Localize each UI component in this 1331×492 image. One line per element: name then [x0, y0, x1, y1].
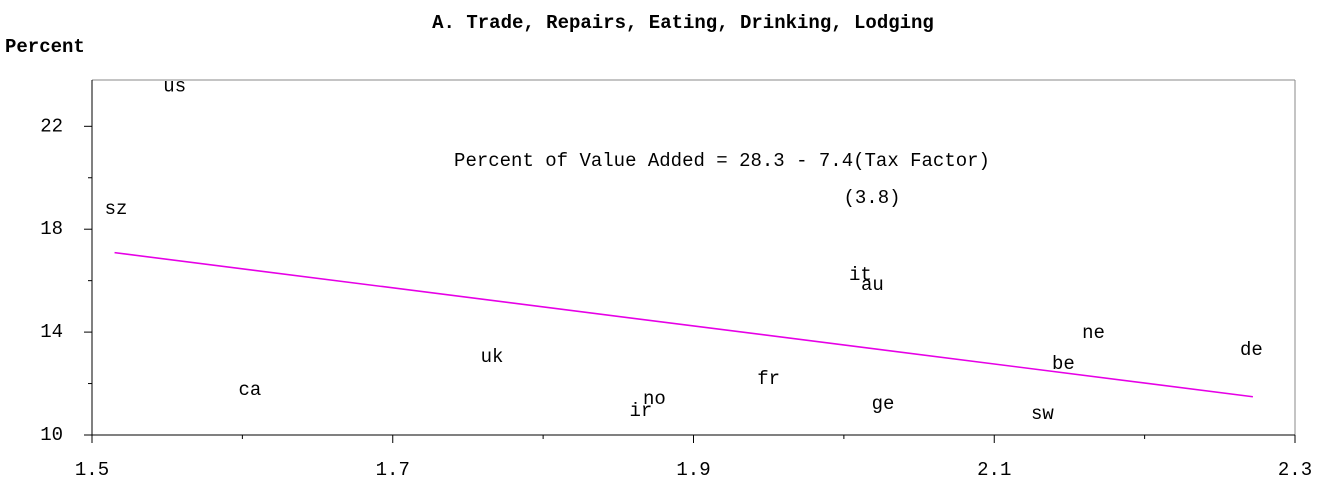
point-label: uk	[481, 346, 504, 368]
x-tick-label: 1.5	[75, 459, 109, 481]
x-tick-label: 2.1	[977, 459, 1011, 481]
point-label: de	[1240, 339, 1263, 361]
annotation: Percent of Value Added = 28.3 - 7.4(Tax …	[454, 150, 990, 172]
point-label: ge	[872, 393, 895, 415]
point-label: us	[163, 76, 186, 98]
point-label: sw	[1031, 403, 1054, 425]
point-label: ir	[629, 400, 652, 422]
point-label: no	[643, 388, 666, 410]
fit-line	[114, 251, 1253, 398]
x-tick-label: 2.3	[1278, 459, 1312, 481]
y-tick-label: 14	[40, 321, 63, 343]
y-tick-label: 10	[40, 424, 63, 446]
point-label: sz	[105, 198, 128, 220]
x-tick-label: 1.7	[376, 459, 410, 481]
point-label: fr	[757, 368, 780, 390]
point-label: au	[861, 274, 884, 296]
y-axis-label: Percent	[5, 36, 85, 58]
point-label: it	[849, 264, 872, 286]
chart-title: A. Trade, Repairs, Eating, Drinking, Lod…	[432, 12, 934, 34]
point-label: ne	[1082, 322, 1105, 344]
y-tick-label: 18	[40, 218, 63, 240]
annotation: (3.8)	[843, 187, 900, 209]
point-label: ca	[238, 379, 261, 401]
y-tick-label: 22	[40, 115, 63, 137]
point-label: be	[1052, 353, 1075, 375]
x-tick-label: 1.9	[676, 459, 710, 481]
